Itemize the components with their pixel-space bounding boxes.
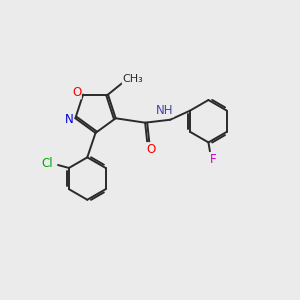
Text: NH: NH — [156, 104, 174, 117]
Text: CH₃: CH₃ — [122, 74, 143, 84]
Text: O: O — [146, 143, 156, 156]
Text: O: O — [72, 86, 81, 99]
Text: F: F — [210, 153, 217, 166]
Text: Cl: Cl — [42, 157, 53, 170]
Text: N: N — [64, 113, 73, 126]
